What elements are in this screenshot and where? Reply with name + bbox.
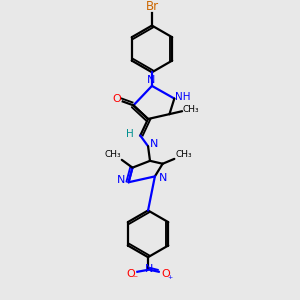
Text: CH₃: CH₃ (105, 149, 121, 158)
Text: ⁻: ⁻ (133, 274, 138, 285)
Text: H: H (126, 129, 134, 139)
Text: NH: NH (175, 92, 191, 102)
Text: O: O (161, 269, 170, 279)
Text: N: N (150, 139, 158, 149)
Text: N: N (117, 175, 125, 185)
Text: CH₃: CH₃ (176, 151, 192, 160)
Text: O: O (126, 269, 135, 279)
Text: Br: Br (146, 0, 158, 13)
Text: N: N (158, 173, 167, 183)
Text: CH₃: CH₃ (183, 105, 199, 114)
Text: N: N (147, 75, 155, 85)
Text: N: N (145, 264, 153, 274)
Text: ⁺: ⁺ (167, 274, 172, 285)
Text: O: O (112, 94, 121, 103)
